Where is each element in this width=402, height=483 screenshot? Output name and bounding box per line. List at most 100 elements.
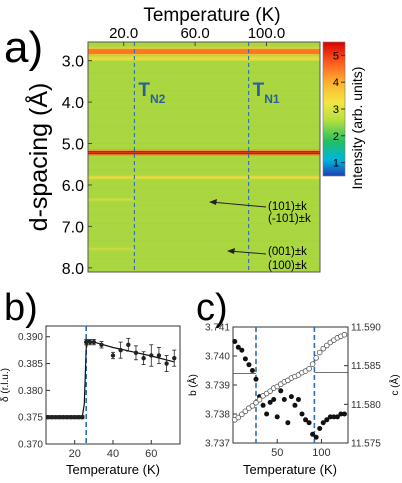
panel-c-series-0-point-11 xyxy=(271,397,277,402)
heatmap-y-axis-title: d-spacing (Å) xyxy=(23,83,53,232)
heatmap-band-0 xyxy=(88,49,320,55)
panel-c-series-1-point-31 xyxy=(341,331,348,338)
panel-b-point-14 xyxy=(110,353,116,358)
panel-c-series-0-point-5 xyxy=(249,368,255,373)
panel-b-point-10 xyxy=(84,339,89,345)
annotation-arrow-001 xyxy=(228,250,267,255)
panel-b-x-tick-label-1: 40 xyxy=(107,448,119,460)
panel-c-series-0-point-26 xyxy=(324,417,330,423)
panel-b-marks xyxy=(45,326,177,444)
panel-c-right-tick-label-1: 11.580 xyxy=(351,400,381,411)
panel-c-x-tick-label-0: 50 xyxy=(271,447,283,459)
heatmap-bands xyxy=(88,42,320,272)
transition-label-sub-1: N1 xyxy=(264,92,280,106)
panel-c-left-tick-label-1: 3.738 xyxy=(205,410,230,421)
heatmap-band-1 xyxy=(88,57,320,60)
heatmap-x-tick-label-1: 60.0 xyxy=(180,25,209,42)
heatmap-y-tick-label-3: 6.0 xyxy=(62,178,84,195)
heatmap-x-ticks: 20.0 60.0 100.0 xyxy=(109,25,285,46)
panel-c-series-1-point-2 xyxy=(239,411,245,418)
panel-c-x-axis-title: Temperature (K) xyxy=(243,462,337,477)
panel-b-x-tick-label-2: 60 xyxy=(145,448,157,460)
panel-b-point-15 xyxy=(118,347,123,353)
colorbar-tick-label-3: 2 xyxy=(333,131,339,143)
panel-c-marks xyxy=(231,327,348,443)
panel-a-heatmap: 20.0 60.0 100.0 3.04.05.06.07.08.0 TN2 TN1 … xyxy=(23,5,365,278)
heatmap-x-tick-label-2: 100.0 xyxy=(248,25,286,42)
panel-c-series-0-point-10 xyxy=(267,399,273,405)
panel-c-series-0-point-9 xyxy=(264,411,270,417)
panel-c-series-1-point-23 xyxy=(313,355,319,361)
panel-c-left-tick-label-3: 3.740 xyxy=(205,352,230,363)
panel-c-series-0-point-21 xyxy=(306,420,312,426)
annotation-001-line2: (100)±k xyxy=(268,260,307,272)
colorbar-tick-label-2: 3 xyxy=(333,104,339,116)
panel-b-point-2 xyxy=(53,414,58,420)
panel-c-series-1-point-7 xyxy=(256,396,263,403)
panel-b-chart: 20 40 60 0.370 0.375 0.380 0.385 0.390 Temperat… xyxy=(0,325,181,477)
panel-c-series-0-point-28 xyxy=(331,414,337,420)
panel-c-series-0-point-8 xyxy=(260,402,266,408)
panel-c-series-0-point-25 xyxy=(320,420,326,426)
colorbar-ticks: 5 4 3 2 1 xyxy=(333,50,345,170)
heatmap-band-3 xyxy=(88,176,320,179)
panel-b-point-20 xyxy=(156,353,162,358)
panel-b-point-11 xyxy=(87,339,93,345)
panel-b-point-19 xyxy=(149,353,154,358)
panel-c-series-0-point-18 xyxy=(295,397,301,402)
panel-c-series-0-point-19 xyxy=(299,411,305,417)
panel-c-series-0-point-31 xyxy=(341,411,347,417)
heatmap-band-4 xyxy=(88,198,135,201)
panel-b-y-axis-title: δ (r.l.u.) xyxy=(0,368,11,402)
annotation-001-line1: (001)±k xyxy=(268,246,307,258)
panel-c-series-1-point-24 xyxy=(316,349,323,356)
panel-b-point-7 xyxy=(72,414,77,420)
panel-b-point-9 xyxy=(80,414,85,420)
panel-c-series-1-point-5 xyxy=(249,403,256,409)
transition-label-sub-0: N2 xyxy=(150,92,166,106)
panel-c-series-1-point-1 xyxy=(235,414,242,421)
panel-b-point-8 xyxy=(76,414,81,420)
heatmap-x-axis-title: Temperature (K) xyxy=(143,5,280,26)
panel-c-series-1-point-25 xyxy=(320,345,327,352)
annotation-arrowhead-101 xyxy=(209,199,217,205)
heatmap-y-tick-label-1: 4.0 xyxy=(62,95,84,112)
panel-c-series-0-point-4 xyxy=(246,362,252,368)
heatmap-frame xyxy=(87,41,321,273)
panel-c-series-0-point-16 xyxy=(288,394,294,400)
transition-lines: TN2 TN1 xyxy=(133,42,280,272)
panel-c-series-0-point-17 xyxy=(292,402,298,408)
heatmap-y-tick-label-2: 5.0 xyxy=(62,137,84,154)
panel-b-point-16 xyxy=(126,342,131,347)
panel-c-series-0-point-0 xyxy=(232,339,238,344)
panel-c-ticks: 50 100 3.737 3.738 3.739 3.740 3.741 11.575 11.5… xyxy=(205,323,381,460)
panel-c-series-0-point-20 xyxy=(303,417,309,423)
panel-c-series-1-point-22 xyxy=(309,361,316,367)
panel-c-series-0-point-2 xyxy=(239,347,245,353)
panel-c-series-0-point-29 xyxy=(334,414,340,420)
panel-b-point-5 xyxy=(64,414,70,420)
panel-b-frame xyxy=(45,325,181,445)
panel-c-series-0-point-13 xyxy=(278,388,284,394)
heatmap-y-tick-label-5: 8.0 xyxy=(62,261,84,278)
panel-label-b: b) xyxy=(4,287,38,329)
panel-c-series-0-point-22 xyxy=(310,431,316,437)
panel-c-left-axis-title: b (Å) xyxy=(186,374,199,396)
panel-label-a: a) xyxy=(4,23,43,72)
panel-b-x-tick-label-0: 20 xyxy=(69,448,81,460)
heatmap-band-2 xyxy=(88,150,320,155)
panel-c-right-tick-label-2: 11.585 xyxy=(351,361,381,372)
colorbar-tick-label-4: 1 xyxy=(333,158,339,170)
panel-c-series-0-point-30 xyxy=(338,411,344,417)
panel-c-series-0-point-27 xyxy=(327,414,333,420)
panel-b-point-22 xyxy=(172,355,177,361)
panel-b-point-18 xyxy=(141,355,146,361)
heatmap-y-ticks: 3.0 4.0 5.0 6.0 7.0 8.0 xyxy=(62,54,92,278)
panel-b-x-axis-title: Temperature (K) xyxy=(66,462,160,477)
panel-c-series-1-point-6 xyxy=(253,399,259,406)
heatmap-y-tick-label-0: 3.0 xyxy=(62,54,84,71)
panel-b-point-6 xyxy=(68,414,74,420)
panel-c-series-0-point-23 xyxy=(313,434,319,440)
annotation-arrow-101 xyxy=(210,201,267,208)
